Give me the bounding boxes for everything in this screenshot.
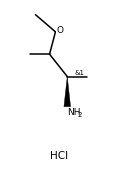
Text: 2: 2 <box>77 112 82 118</box>
Text: &1: &1 <box>75 70 85 76</box>
Text: O: O <box>56 26 63 35</box>
Text: NH: NH <box>67 108 80 117</box>
Text: HCl: HCl <box>50 151 68 161</box>
Polygon shape <box>64 77 71 107</box>
